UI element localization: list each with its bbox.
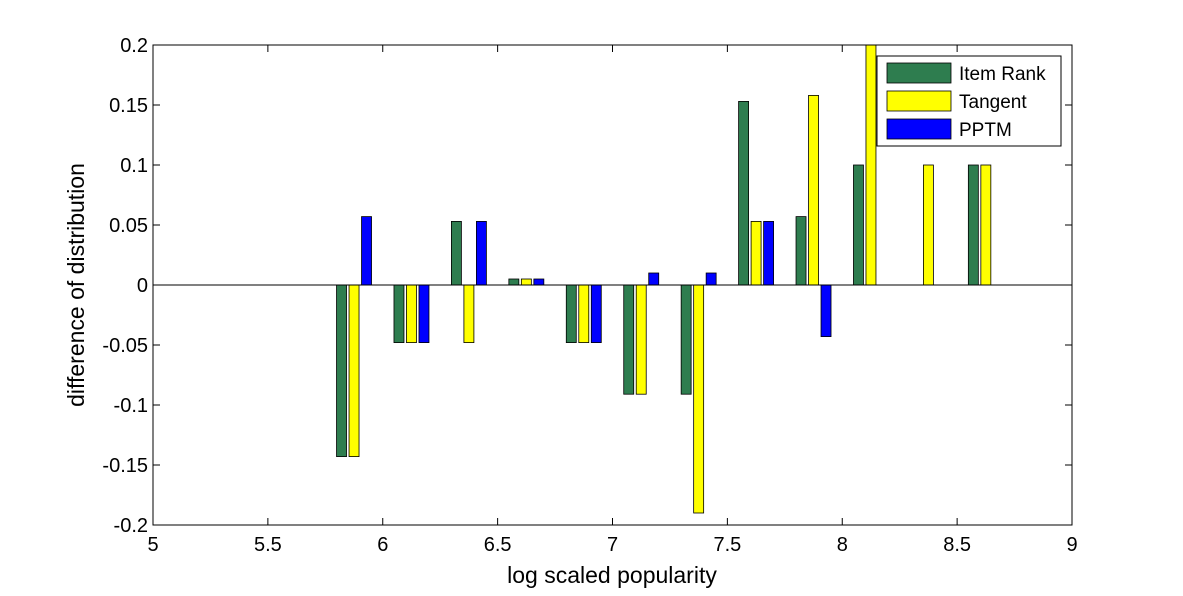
bar-pptm — [820, 284, 832, 337]
x-tick-label: 7 — [607, 534, 618, 556]
bar-tangent — [808, 95, 819, 286]
bar-tangent — [750, 220, 762, 286]
bar-pptm — [361, 216, 372, 286]
x-axis-label: log scaled popularity — [507, 562, 717, 588]
bar-tangent — [693, 284, 705, 514]
legend-label: Tangent — [959, 92, 1027, 113]
x-tick-label: 5 — [147, 534, 158, 556]
x-tick-label: 8 — [837, 534, 848, 556]
y-axis-ticks: -0.2 -0.15 -0.1 -0.05 0 0.05 0.1 0.15 0.2 — [102, 35, 1072, 537]
y-tick-label: -0.2 — [114, 515, 148, 537]
bar-tangent — [348, 284, 360, 458]
x-axis-ticks: 5 5.5 6 6.5 7 7.5 8 8.5 9 — [147, 45, 1078, 556]
y-tick-label: 0.15 — [109, 95, 148, 117]
legend-swatch — [886, 90, 952, 112]
legend-label: PPTM — [959, 120, 1012, 141]
bar-item-rank — [853, 164, 864, 286]
bar-item-rank — [451, 220, 462, 286]
bar-item-rank — [680, 284, 692, 395]
legend-swatch — [886, 118, 952, 140]
y-tick-label: 0 — [137, 275, 148, 297]
legend-swatch — [886, 62, 952, 84]
bar-pptm — [590, 284, 602, 343]
y-tick-label: 0.2 — [120, 35, 148, 57]
y-tick-label: -0.1 — [114, 395, 148, 417]
x-tick-label: 7.5 — [713, 534, 741, 556]
bar-tangent — [980, 164, 992, 286]
bar-pptm — [763, 220, 774, 286]
bar-tangent — [406, 284, 417, 343]
bar-tangent — [520, 278, 532, 286]
bar-pptm — [476, 220, 487, 286]
x-tick-label: 6.5 — [484, 534, 512, 556]
bar-item-rank — [738, 101, 749, 286]
bar-tangent — [865, 44, 877, 286]
y-tick-label: -0.15 — [102, 455, 148, 477]
bar-item-rank — [508, 278, 520, 286]
bar-pptm — [648, 272, 660, 286]
bar-item-rank — [565, 284, 577, 343]
bar-tangent — [635, 284, 647, 395]
y-tick-label: 0.05 — [109, 215, 148, 237]
bar-item-rank — [967, 164, 979, 286]
x-tick-label: 6 — [377, 534, 388, 556]
bar-pptm — [705, 272, 717, 286]
bar-tangent — [463, 284, 475, 343]
bar-item-rank — [393, 284, 405, 343]
legend: Item Rank Tangent PPTM — [876, 55, 1062, 147]
bar-pptm — [418, 284, 430, 343]
bar-tangent — [578, 284, 590, 343]
y-tick-label: 0.1 — [120, 155, 148, 177]
bar-item-rank — [623, 284, 635, 395]
bar-pptm — [533, 278, 545, 286]
y-tick-label: -0.05 — [102, 335, 148, 357]
bar-item-rank — [795, 216, 807, 286]
x-tick-label: 9 — [1066, 534, 1077, 556]
bar-tangent — [923, 164, 934, 286]
bar-item-rank — [336, 284, 347, 458]
x-tick-label: 8.5 — [943, 534, 971, 556]
y-axis-label: difference of distribution — [63, 163, 89, 407]
x-tick-label: 5.5 — [254, 534, 282, 556]
legend-label: Item Rank — [959, 64, 1046, 85]
